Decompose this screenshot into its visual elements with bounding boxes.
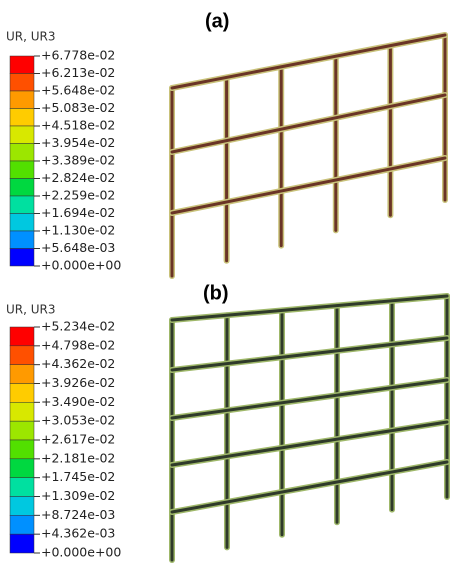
legend-label: +2.617e-02 (41, 432, 115, 447)
legend-label: +5.648e-02 (41, 83, 115, 98)
legend-label: +3.490e-02 (41, 394, 115, 409)
legend-swatch (10, 91, 34, 109)
legend-swatch (10, 402, 34, 421)
legend-label: +1.130e-02 (41, 223, 115, 238)
panel-label: (a) (205, 10, 229, 32)
legend-swatch (10, 440, 34, 459)
legend-swatch (10, 497, 34, 516)
legend-label: +1.694e-02 (41, 205, 115, 220)
legend-label: +3.926e-02 (41, 375, 115, 390)
legend-swatch (10, 365, 34, 384)
legend-label: +5.234e-02 (41, 319, 115, 334)
legend-label: +3.954e-02 (41, 135, 115, 150)
legend-swatch (10, 161, 34, 179)
screenshot: (a) UR, UR3 (b) UR, UR3 +6.778e-02 +6.213… (0, 0, 465, 563)
legend-swatch (10, 179, 34, 197)
panel-label: (b) (203, 282, 229, 304)
legend-label: +1.745e-02 (41, 469, 115, 484)
legend-label: +4.798e-02 (41, 337, 115, 352)
legend-swatch (10, 384, 34, 403)
legend-swatch (10, 144, 34, 162)
legend-label: +2.259e-02 (41, 188, 115, 203)
legend-label: +5.083e-02 (41, 100, 115, 115)
legend-label: +1.309e-02 (41, 488, 115, 503)
legend-label: +4.362e-02 (41, 356, 115, 371)
legend-label: +3.389e-02 (41, 153, 115, 168)
legend-swatch (10, 214, 34, 232)
legend-swatch (10, 515, 34, 534)
legend-label: +0.000e+00 (41, 545, 121, 560)
legend-swatch (10, 249, 34, 267)
legend-swatch (10, 56, 34, 74)
legend-label: +6.778e-02 (41, 48, 115, 63)
legend-label: +2.181e-02 (41, 450, 115, 465)
legend-swatch (10, 231, 34, 249)
variable-title: UR, UR3 (6, 30, 56, 44)
legend-swatch (10, 478, 34, 497)
legend-label: +6.213e-02 (41, 65, 115, 80)
legend-swatch (10, 109, 34, 127)
legend-label: +5.648e-03 (41, 240, 115, 255)
legend-label: +8.724e-03 (41, 507, 115, 522)
legend-swatch (10, 327, 34, 346)
legend-swatch (10, 196, 34, 214)
legend-swatch (10, 534, 34, 553)
variable-title: UR, UR3 (6, 303, 56, 317)
legend-swatch (10, 74, 34, 92)
legend-label: +4.362e-03 (41, 526, 115, 541)
legend-label: +3.053e-02 (41, 413, 115, 428)
legend-swatch (10, 459, 34, 478)
legend-swatch (10, 346, 34, 365)
legend-label: +4.518e-02 (41, 118, 115, 133)
legend-swatch (10, 421, 34, 440)
legend-label: +0.000e+00 (41, 258, 121, 273)
legend-label: +2.824e-02 (41, 170, 115, 185)
legend-swatch (10, 126, 34, 144)
